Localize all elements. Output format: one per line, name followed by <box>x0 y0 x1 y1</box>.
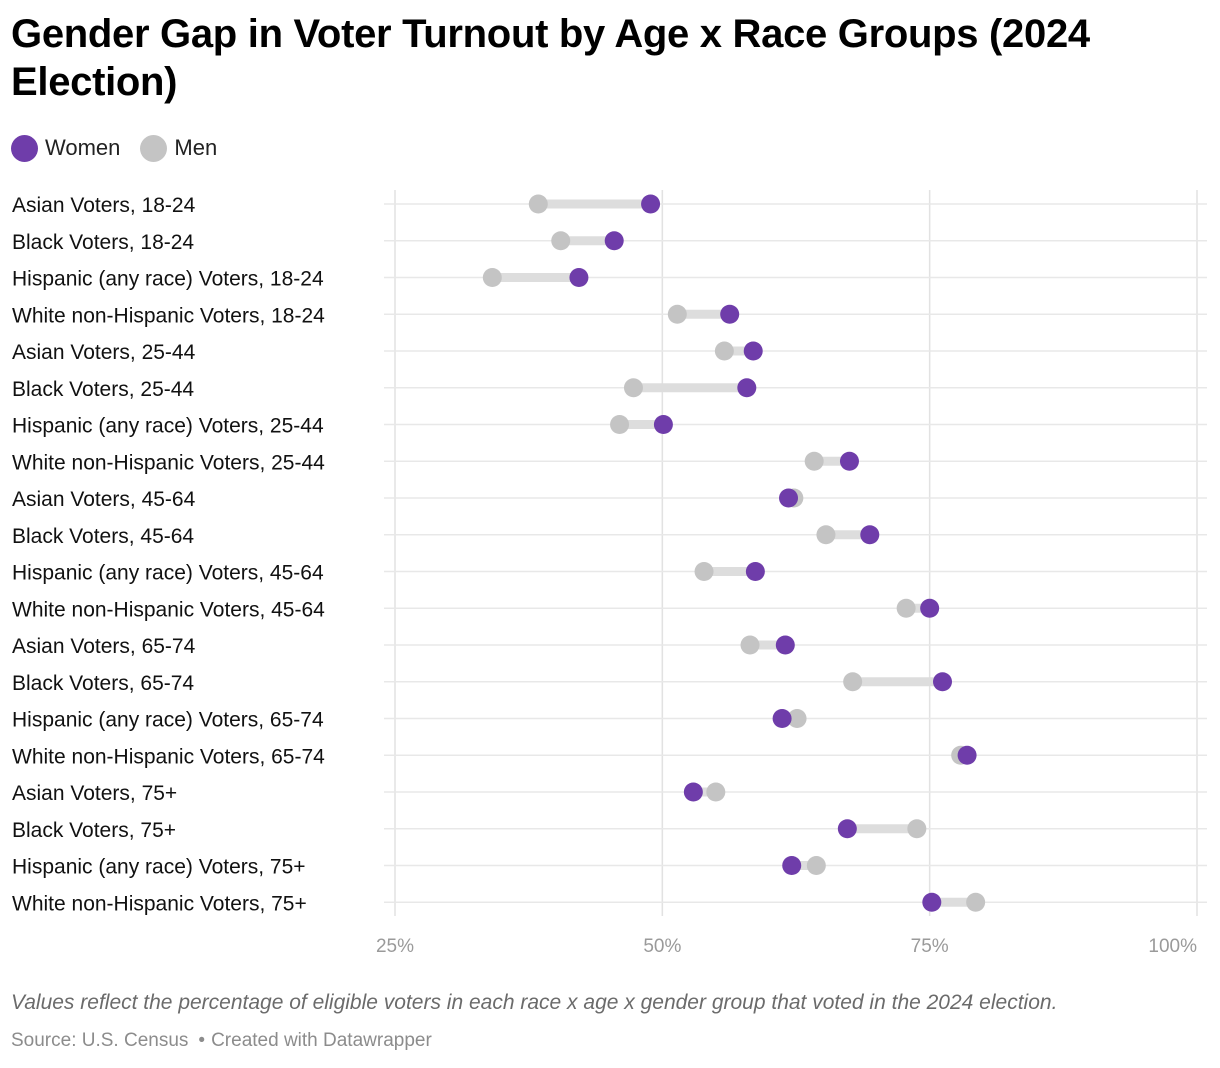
men-dot <box>966 892 986 912</box>
legend-label-men: Men <box>174 135 218 160</box>
category-label: Black Voters, 45-64 <box>12 525 194 548</box>
men-dot <box>623 378 643 398</box>
men-dot <box>706 782 726 802</box>
x-tick-label: 25% <box>376 936 414 957</box>
men-dot <box>896 598 916 618</box>
category-label: Black Voters, 18-24 <box>12 231 194 254</box>
women-dot <box>683 782 703 802</box>
x-tick-label: 50% <box>643 936 681 957</box>
women-dot <box>782 856 802 875</box>
men-dot <box>714 341 734 361</box>
category-label: White non-Hispanic Voters, 25-44 <box>12 451 325 474</box>
women-dot <box>772 709 792 728</box>
men-dot <box>843 672 863 692</box>
category-label: Hispanic (any race) Voters, 65-74 <box>12 709 324 732</box>
legend-swatch-men <box>140 134 168 162</box>
legend-label-women: Women <box>45 135 121 160</box>
legend: Women Men <box>11 132 237 164</box>
category-label: Hispanic (any race) Voters, 75+ <box>12 856 306 879</box>
women-dot <box>604 231 624 251</box>
women-dot <box>860 525 880 545</box>
chart-title: Gender Gap in Voter Turnout by Age x Rac… <box>11 12 1090 104</box>
category-label: Hispanic (any race) Voters, 25-44 <box>12 415 324 438</box>
dot-range-chart: 25% 50% 75% 100% Asian Voters, 18-24 Black Vo… <box>12 190 1207 957</box>
women-dot <box>569 268 589 287</box>
women-dot <box>837 819 857 839</box>
women-dot <box>720 304 740 324</box>
category-label: Asian Voters, 45-64 <box>12 488 196 511</box>
category-label: Asian Voters, 25-44 <box>12 341 196 364</box>
legend-item-women: Women <box>11 134 121 162</box>
x-tick-label: 100% <box>1148 936 1197 957</box>
women-dot <box>920 598 940 618</box>
women-dot <box>922 892 942 912</box>
footer: Source: U.S. Census • Created with Datawra… <box>11 1030 432 1052</box>
women-dot <box>745 562 765 581</box>
source-text: Source: U.S. Census <box>11 1030 189 1051</box>
men-dot <box>694 562 714 581</box>
women-dot <box>932 672 952 692</box>
men-dot <box>806 856 826 875</box>
men-dot <box>528 194 548 214</box>
category-label: White non-Hispanic Voters, 45-64 <box>12 598 325 621</box>
men-dot <box>551 231 571 251</box>
women-dot <box>957 745 977 765</box>
men-dot <box>610 415 630 434</box>
men-dot <box>816 525 836 545</box>
men-dot <box>667 304 687 324</box>
category-label: Asian Voters, 75+ <box>12 782 177 805</box>
men-dot <box>482 268 502 287</box>
category-label: Hispanic (any race) Voters, 18-24 <box>12 268 324 291</box>
women-dot <box>743 341 763 361</box>
legend-item-men: Men <box>140 134 218 162</box>
women-dot <box>775 635 795 655</box>
category-label: Asian Voters, 18-24 <box>12 194 196 217</box>
women-dot <box>779 488 799 508</box>
category-label: Asian Voters, 65-74 <box>12 635 196 658</box>
legend-swatch-women <box>11 134 38 162</box>
women-dot <box>653 415 673 434</box>
footer-separator: • <box>198 1030 206 1051</box>
category-label: White non-Hispanic Voters, 65-74 <box>12 745 325 768</box>
women-dot <box>641 194 661 214</box>
women-dot <box>839 451 859 471</box>
chart-note: Values reflect the percentage of eligibl… <box>11 991 1058 1014</box>
category-label: Hispanic (any race) Voters, 45-64 <box>12 562 324 585</box>
men-dot <box>787 709 807 728</box>
category-label: Black Voters, 75+ <box>12 819 176 842</box>
category-label: Black Voters, 25-44 <box>12 378 194 401</box>
category-label: White non-Hispanic Voters, 75+ <box>12 892 307 915</box>
created-with-text: Created with Datawrapper <box>211 1030 432 1051</box>
men-dot <box>804 451 824 471</box>
women-dot <box>737 378 757 398</box>
men-dot <box>907 819 927 839</box>
men-dot <box>740 635 760 655</box>
x-tick-label: 75% <box>911 936 949 957</box>
category-label: Black Voters, 65-74 <box>12 672 194 695</box>
category-label: White non-Hispanic Voters, 18-24 <box>12 304 325 327</box>
